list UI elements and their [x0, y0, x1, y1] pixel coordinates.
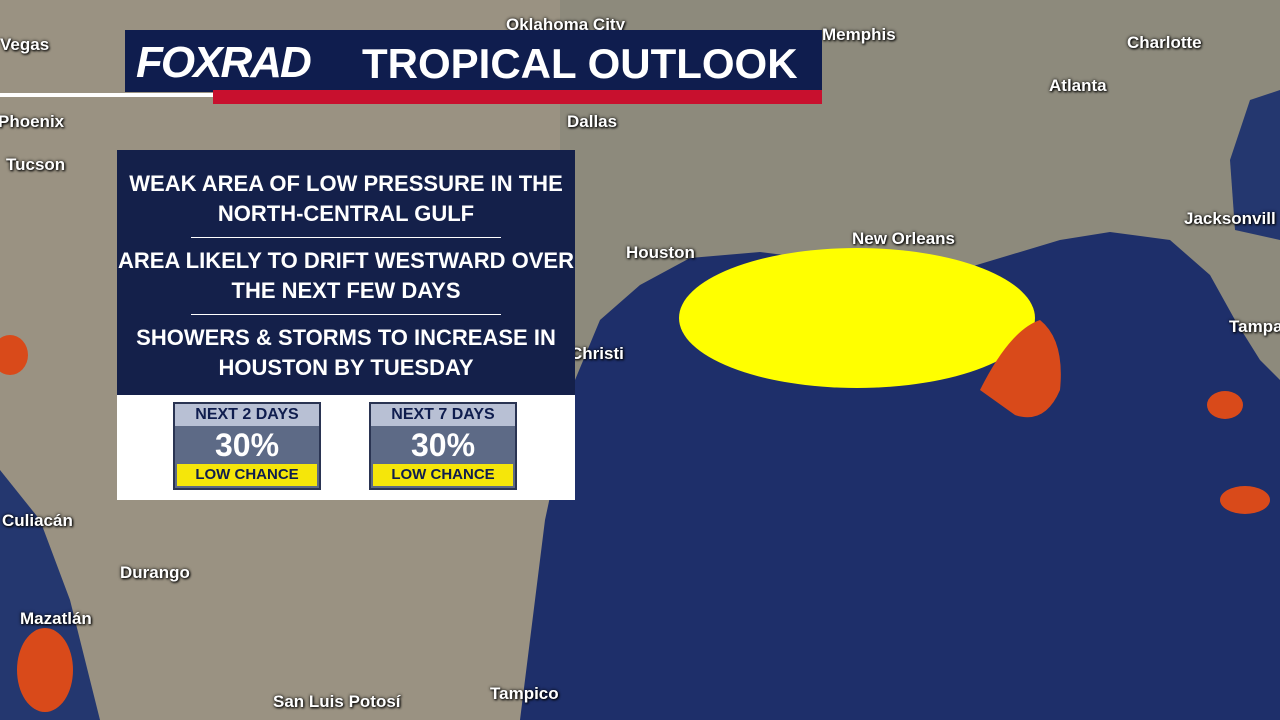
- point: SHOWERS & STORMS TO INCREASE IN HOUSTON …: [136, 325, 556, 380]
- storm-cell: [0, 335, 28, 375]
- city-label: Christi: [570, 344, 624, 363]
- storm-cell: [1220, 486, 1270, 514]
- city-label: Oklahoma City: [506, 15, 626, 34]
- period: NEXT 2 DAYS: [175, 404, 319, 426]
- percent: 30%: [410, 427, 476, 463]
- outlook-area: [679, 248, 1035, 388]
- point: AREA LIKELY TO DRIFT WESTWARD OVER THE N…: [118, 248, 574, 303]
- city-label: Phoenix: [0, 112, 65, 131]
- header-accent: [213, 90, 822, 104]
- separator: [191, 314, 501, 315]
- header-bar: [125, 30, 822, 92]
- atlantic: [1230, 90, 1280, 240]
- period: NEXT 7 DAYS: [371, 404, 515, 426]
- title: TROPICAL OUTLOOK: [362, 40, 798, 87]
- level: LOW CHANCE: [373, 464, 513, 486]
- logo: FOXRAD: [136, 38, 312, 87]
- point: WEAK AREA OF LOW PRESSURE IN THE NORTH-C…: [129, 171, 563, 226]
- city-label: Tampico: [490, 684, 559, 703]
- city-label: Jacksonvill: [1184, 209, 1276, 228]
- percent: 30%: [214, 427, 280, 463]
- city-label: Vegas: [0, 35, 50, 54]
- city-label: Mazatlán: [20, 609, 92, 628]
- chance-box: NEXT 7 DAYS 30% LOW CHANCE: [369, 402, 517, 490]
- storm-cell: [17, 628, 73, 712]
- storm-cell: [1207, 391, 1243, 419]
- city-label: Houston: [626, 243, 695, 262]
- city-label: New Orleans: [852, 229, 955, 248]
- city-label: San Luis Potosí: [273, 692, 401, 711]
- city-label: Culiacán: [2, 511, 73, 530]
- separator: [191, 237, 501, 238]
- city-label: Charlotte: [1127, 33, 1202, 52]
- city-label: Tucson: [6, 155, 66, 174]
- level: LOW CHANCE: [177, 464, 317, 486]
- info-panel: WEAK AREA OF LOW PRESSURE IN THE NORTH-C…: [117, 150, 575, 395]
- storm-cell: [980, 320, 1061, 418]
- chance-box: NEXT 2 DAYS 30% LOW CHANCE: [173, 402, 321, 490]
- header-line: [0, 93, 213, 97]
- city-label: Durango: [120, 563, 190, 582]
- city-label: Atlanta: [1049, 76, 1107, 95]
- chance-panel: NEXT 2 DAYS 30% LOW CHANCE NEXT 7 DAYS 3…: [117, 395, 575, 500]
- city-label: Dallas: [567, 112, 618, 131]
- city-label: Memphis: [822, 25, 896, 44]
- city-label: Tampa: [1229, 317, 1280, 336]
